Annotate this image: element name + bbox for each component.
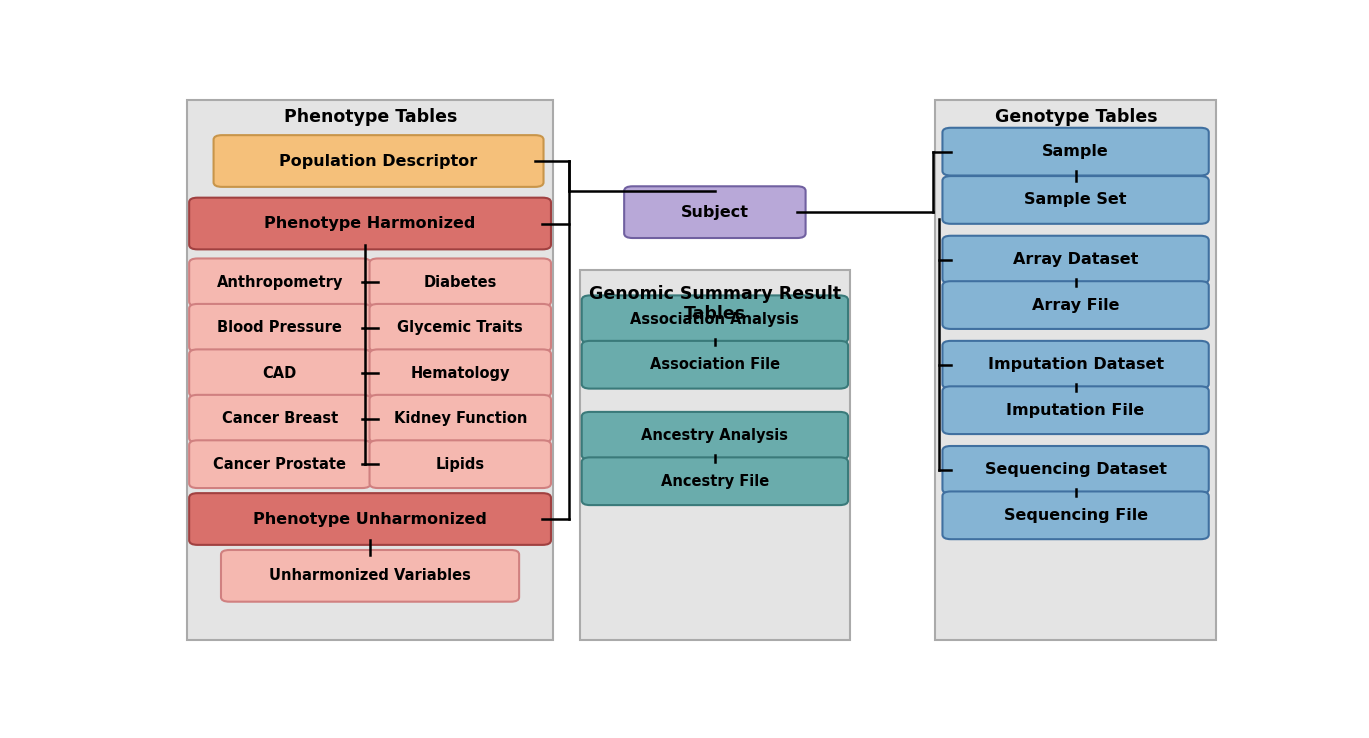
Text: Phenotype Tables: Phenotype Tables xyxy=(283,108,457,126)
FancyBboxPatch shape xyxy=(942,176,1209,224)
FancyBboxPatch shape xyxy=(935,100,1216,640)
Text: Sample Set: Sample Set xyxy=(1024,193,1127,207)
FancyBboxPatch shape xyxy=(370,349,550,397)
FancyBboxPatch shape xyxy=(189,395,371,443)
FancyBboxPatch shape xyxy=(942,492,1209,539)
Text: Cancer Prostate: Cancer Prostate xyxy=(214,457,346,472)
Text: Genotype Tables: Genotype Tables xyxy=(995,108,1157,126)
FancyBboxPatch shape xyxy=(582,412,847,460)
FancyBboxPatch shape xyxy=(189,493,550,545)
FancyBboxPatch shape xyxy=(189,198,550,249)
FancyBboxPatch shape xyxy=(214,135,543,187)
Text: Cancer Breast: Cancer Breast xyxy=(222,411,338,427)
FancyBboxPatch shape xyxy=(370,258,550,306)
Text: Imputation File: Imputation File xyxy=(1006,403,1144,418)
Text: Kidney Function: Kidney Function xyxy=(393,411,527,427)
Text: Anthropometry: Anthropometry xyxy=(216,275,344,290)
FancyBboxPatch shape xyxy=(942,386,1209,434)
FancyBboxPatch shape xyxy=(582,341,847,389)
Text: Association File: Association File xyxy=(650,357,780,372)
FancyBboxPatch shape xyxy=(942,341,1209,389)
Text: Hematology: Hematology xyxy=(411,366,511,381)
FancyBboxPatch shape xyxy=(942,235,1209,283)
FancyBboxPatch shape xyxy=(189,304,371,352)
Text: Association Analysis: Association Analysis xyxy=(631,311,799,327)
Text: Ancestry Analysis: Ancestry Analysis xyxy=(641,428,789,444)
Text: Sequencing Dataset: Sequencing Dataset xyxy=(984,463,1166,477)
FancyBboxPatch shape xyxy=(942,446,1209,494)
Text: Unharmonized Variables: Unharmonized Variables xyxy=(270,568,471,583)
FancyBboxPatch shape xyxy=(582,458,847,505)
Text: Imputation Dataset: Imputation Dataset xyxy=(987,357,1164,372)
Text: Lipids: Lipids xyxy=(435,457,485,472)
FancyBboxPatch shape xyxy=(624,186,805,238)
Text: Phenotype Unharmonized: Phenotype Unharmonized xyxy=(253,511,487,526)
FancyBboxPatch shape xyxy=(220,550,519,601)
Text: Array Dataset: Array Dataset xyxy=(1013,252,1138,267)
FancyBboxPatch shape xyxy=(189,441,371,488)
Text: Genomic Summary Result
Tables: Genomic Summary Result Tables xyxy=(589,285,842,323)
Text: Blood Pressure: Blood Pressure xyxy=(218,320,342,335)
Text: Sample: Sample xyxy=(1042,144,1109,159)
Text: Subject: Subject xyxy=(680,204,749,220)
FancyBboxPatch shape xyxy=(370,304,550,352)
FancyBboxPatch shape xyxy=(370,395,550,443)
FancyBboxPatch shape xyxy=(942,128,1209,176)
Text: Population Descriptor: Population Descriptor xyxy=(279,154,478,168)
Text: Phenotype Harmonized: Phenotype Harmonized xyxy=(264,216,476,231)
Text: Glycemic Traits: Glycemic Traits xyxy=(397,320,523,335)
Text: Ancestry File: Ancestry File xyxy=(661,474,769,489)
Text: CAD: CAD xyxy=(263,366,297,381)
FancyBboxPatch shape xyxy=(579,270,850,640)
FancyBboxPatch shape xyxy=(942,281,1209,329)
Text: Sequencing File: Sequencing File xyxy=(1003,508,1147,523)
FancyBboxPatch shape xyxy=(188,100,553,640)
FancyBboxPatch shape xyxy=(189,349,371,397)
FancyBboxPatch shape xyxy=(189,258,371,306)
Text: Array File: Array File xyxy=(1032,297,1120,313)
FancyBboxPatch shape xyxy=(582,295,847,343)
Text: Diabetes: Diabetes xyxy=(423,275,497,290)
FancyBboxPatch shape xyxy=(370,441,550,488)
